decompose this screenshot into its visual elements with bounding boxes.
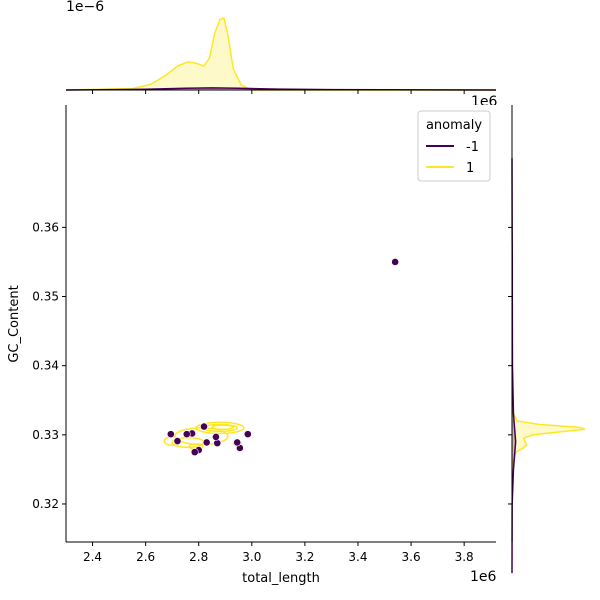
legend-label-anomaly: -1	[466, 140, 479, 155]
x-tick-label: 3.8	[455, 550, 474, 564]
top-marginal-density-plot: 1e−6	[65, 0, 497, 94]
x-axis-label: total_length	[242, 571, 320, 586]
top-density-fill-anomaly	[66, 87, 496, 90]
y-tick-label: 0.32	[32, 497, 59, 511]
anomaly-point	[391, 258, 400, 266]
top-density-line-normal	[65, 17, 496, 91]
legend-title: anomaly	[426, 118, 482, 133]
x-tick-label: 2.4	[83, 550, 102, 564]
right-density-line-normal	[511, 410, 586, 467]
right-density-fill-normal	[512, 410, 585, 466]
x-tick-label: 3.2	[295, 550, 314, 564]
anomaly-point	[200, 422, 208, 431]
anomaly-point	[233, 438, 242, 447]
x-tick-label: 2.6	[136, 550, 155, 564]
legend-label-normal: 1	[466, 161, 474, 176]
legend: anomaly -1 1	[417, 110, 491, 182]
x-offset-label: 1e6	[470, 569, 497, 585]
anomaly-point	[202, 438, 211, 447]
y-tick-label: 0.34	[32, 359, 59, 373]
y-axis-label: GC_Content	[7, 285, 22, 362]
y-tick-label: 0.36	[32, 220, 59, 234]
anomaly-point	[243, 430, 252, 439]
x-tick-label: 3.6	[402, 550, 421, 564]
x-axis-ticks: 2.4 2.6 2.8 3.0 3.2 3.4 3.6 3.8	[83, 542, 474, 564]
y-tick-label: 0.33	[32, 428, 59, 442]
top-offset-label: 1e−6	[66, 0, 104, 15]
anomaly-point	[166, 430, 175, 439]
y-tick-label: 0.35	[32, 290, 59, 304]
kde-contour-line	[211, 424, 234, 431]
scatter-points	[166, 258, 400, 457]
anomaly-point	[173, 437, 182, 445]
x-tick-label: 3.4	[348, 550, 367, 564]
top-density-fill-normal	[66, 18, 496, 90]
x-tick-label: 3.0	[242, 550, 261, 564]
x-tick-label: 2.8	[189, 550, 208, 564]
anomaly-point	[190, 448, 199, 457]
anomaly-point	[212, 432, 220, 441]
anomaly-point	[182, 430, 191, 439]
y-axis-ticks: 0.32 0.33 0.34 0.35 0.36	[32, 220, 66, 511]
